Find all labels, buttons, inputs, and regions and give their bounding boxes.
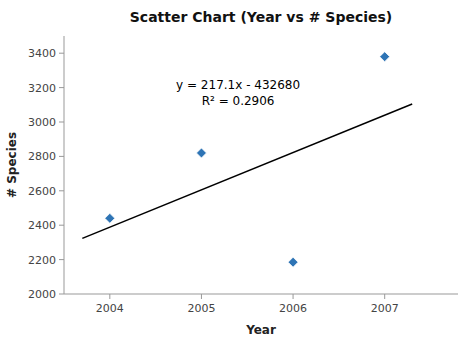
y-axis-line	[64, 36, 65, 294]
x-tick	[293, 294, 294, 299]
y-tick	[59, 122, 64, 123]
scatter-point	[380, 52, 390, 62]
annotation-line: R² = 0.2906	[202, 94, 275, 108]
y-tick-label: 2000	[28, 288, 56, 301]
x-tick-label: 2006	[279, 302, 307, 315]
x-tick	[201, 294, 202, 299]
y-tick-label: 3000	[28, 116, 56, 129]
y-tick	[59, 87, 64, 88]
y-tick	[59, 53, 64, 54]
y-tick-label: 3400	[28, 47, 56, 60]
y-tick-label: 2600	[28, 185, 56, 198]
y-tick-label: 2200	[28, 254, 56, 267]
y-tick-label: 2400	[28, 219, 56, 232]
y-tick	[59, 190, 64, 191]
y-tick	[59, 259, 64, 260]
y-axis-label: # Species	[5, 132, 19, 198]
annotation-line: y = 217.1x - 432680	[176, 78, 300, 92]
axes: 2004 2005 2006 2007 2000 2200 2400 2600 2800 3000…	[28, 36, 458, 315]
chart-svg: 2004 2005 2006 2007 2000 2200 2400 2600 2800 3000…	[0, 0, 474, 344]
x-axis-line	[64, 294, 458, 295]
x-tick-label: 2007	[371, 302, 399, 315]
x-tick	[109, 294, 110, 299]
scatter-point	[288, 257, 298, 267]
y-tick-label: 3200	[28, 82, 56, 95]
chart-container: 2004 2005 2006 2007 2000 2200 2400 2600 2800 3000…	[0, 0, 474, 344]
scatter-point	[105, 213, 115, 223]
y-tick	[59, 156, 64, 157]
plot-area	[82, 52, 412, 268]
y-tick-label: 2800	[28, 150, 56, 163]
y-tick	[59, 225, 64, 226]
x-tick	[384, 294, 385, 299]
x-tick-label: 2005	[187, 302, 215, 315]
x-tick-label: 2004	[96, 302, 124, 315]
annotation: y = 217.1x - 432680 R² = 0.2906	[176, 78, 300, 108]
x-axis-label: Year	[245, 323, 276, 337]
regression-line	[82, 104, 412, 238]
y-tick	[59, 294, 64, 295]
scatter-point	[196, 148, 206, 158]
title: Scatter Chart (Year vs # Species)	[130, 9, 392, 25]
